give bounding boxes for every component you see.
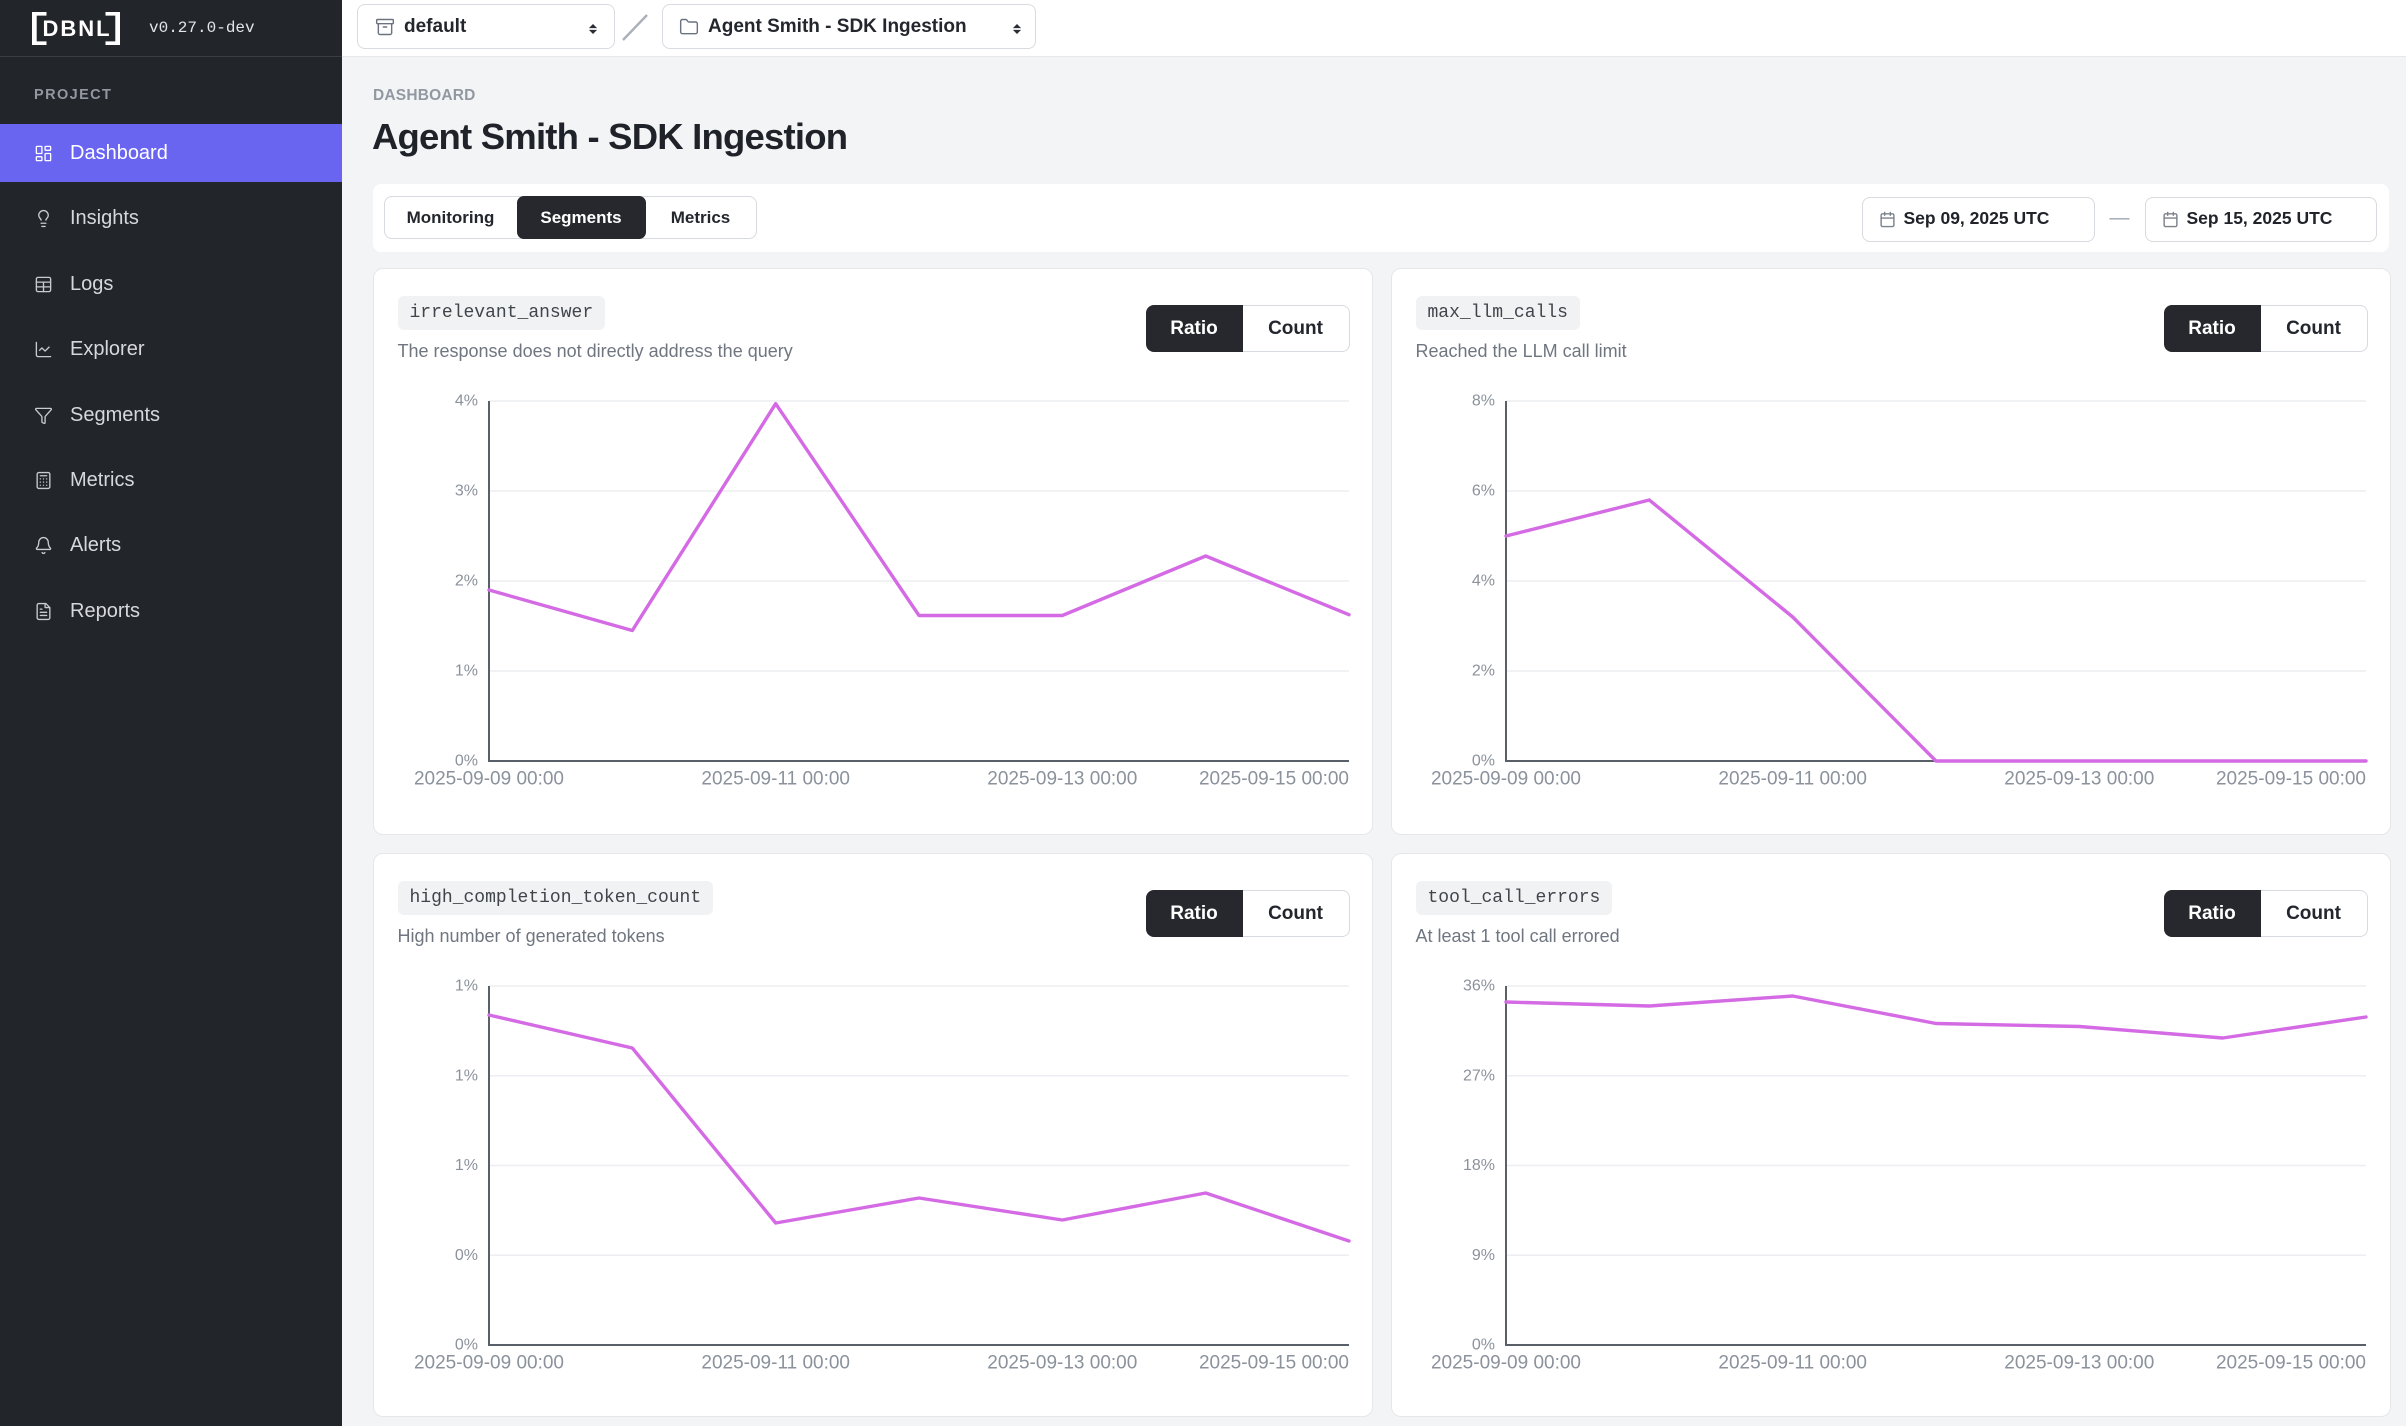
svg-text:2025-09-13 00:00: 2025-09-13 00:00 <box>2004 769 2154 790</box>
svg-text:2025-09-11 00:00: 2025-09-11 00:00 <box>1718 1353 1867 1374</box>
svg-text:2025-09-09 00:00: 2025-09-09 00:00 <box>1430 769 1580 790</box>
svg-text:4%: 4% <box>1471 573 1494 590</box>
svg-text:3%: 3% <box>454 483 477 500</box>
svg-text:1%: 1% <box>454 663 477 680</box>
svg-text:2025-09-11 00:00: 2025-09-11 00:00 <box>1718 769 1867 790</box>
svg-text:2025-09-13 00:00: 2025-09-13 00:00 <box>987 769 1137 790</box>
svg-text:2025-09-11 00:00: 2025-09-11 00:00 <box>701 1353 850 1374</box>
svg-text:2025-09-15 00:00: 2025-09-15 00:00 <box>2215 769 2365 790</box>
svg-text:2025-09-15 00:00: 2025-09-15 00:00 <box>1198 769 1348 790</box>
svg-text:2025-09-11 00:00: 2025-09-11 00:00 <box>701 769 850 790</box>
svg-text:2025-09-13 00:00: 2025-09-13 00:00 <box>2004 1353 2154 1374</box>
svg-text:18%: 18% <box>1462 1157 1494 1174</box>
svg-text:2025-09-13 00:00: 2025-09-13 00:00 <box>987 1353 1137 1374</box>
svg-text:27%: 27% <box>1462 1067 1494 1084</box>
svg-text:8%: 8% <box>1471 393 1494 410</box>
svg-text:2025-09-09 00:00: 2025-09-09 00:00 <box>413 769 563 790</box>
svg-text:0%: 0% <box>454 1247 477 1264</box>
svg-text:2025-09-15 00:00: 2025-09-15 00:00 <box>2215 1353 2365 1374</box>
svg-text:4%: 4% <box>454 393 477 410</box>
svg-text:6%: 6% <box>1471 483 1494 500</box>
svg-text:1%: 1% <box>454 1067 477 1084</box>
svg-text:2025-09-15 00:00: 2025-09-15 00:00 <box>1198 1353 1348 1374</box>
svg-text:2%: 2% <box>454 573 477 590</box>
svg-text:0%: 0% <box>454 1337 477 1354</box>
svg-text:0%: 0% <box>454 753 477 770</box>
svg-text:2%: 2% <box>1471 663 1494 680</box>
svg-text:DBNL: DBNL <box>42 16 111 41</box>
svg-text:2025-09-09 00:00: 2025-09-09 00:00 <box>1430 1353 1580 1374</box>
svg-text:1%: 1% <box>454 978 477 995</box>
svg-text:36%: 36% <box>1462 978 1494 995</box>
svg-text:9%: 9% <box>1471 1247 1494 1264</box>
svg-text:1%: 1% <box>454 1157 477 1174</box>
svg-text:0%: 0% <box>1471 753 1494 770</box>
svg-text:0%: 0% <box>1471 1337 1494 1354</box>
svg-text:2025-09-09 00:00: 2025-09-09 00:00 <box>413 1353 563 1374</box>
